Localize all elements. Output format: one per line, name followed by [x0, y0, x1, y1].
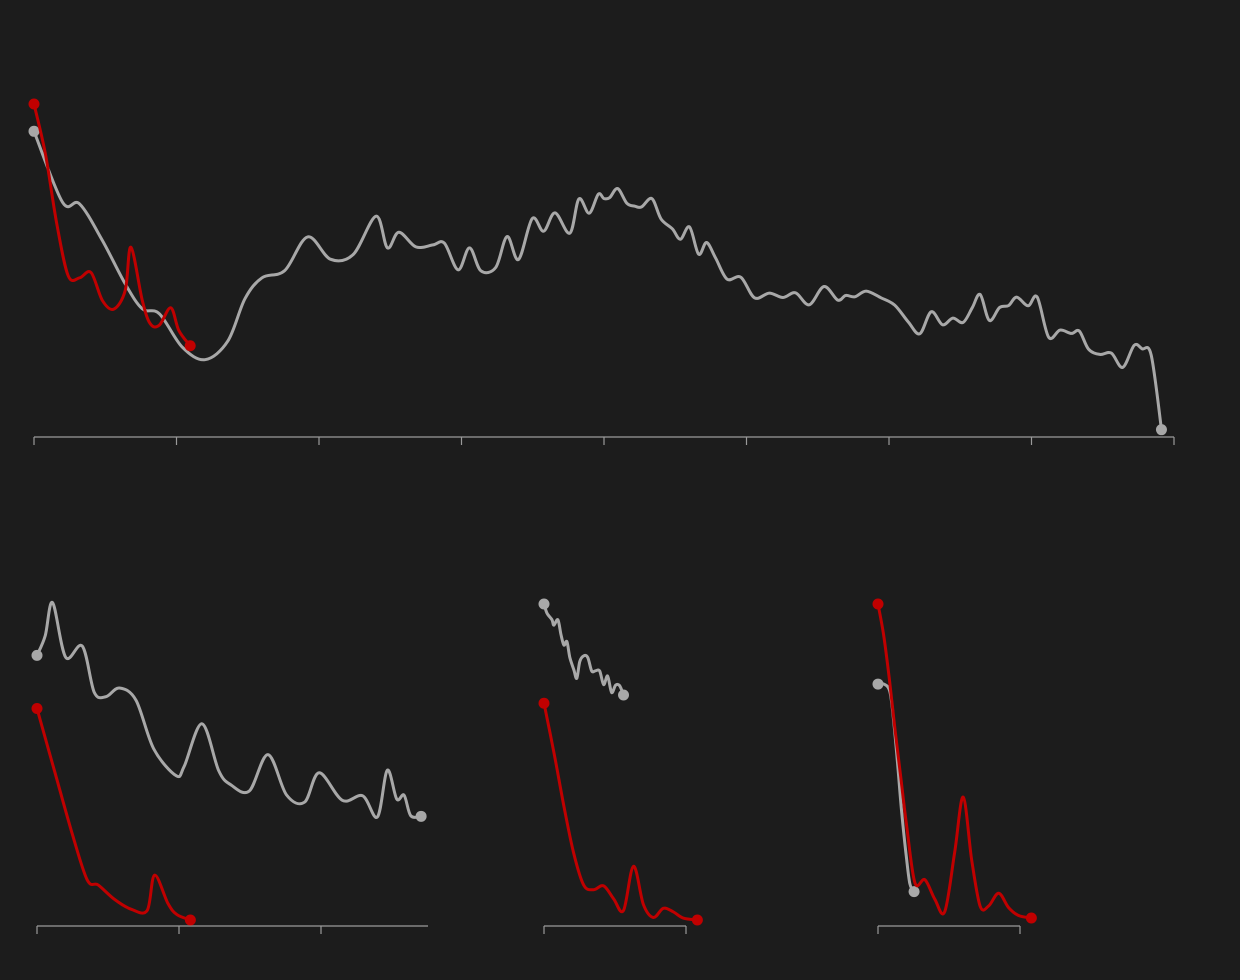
context-end-point	[415, 810, 427, 822]
context-series-line	[32, 129, 1163, 432]
context-series-line	[542, 602, 625, 697]
context-start-point	[31, 649, 43, 661]
context-end-point	[1155, 424, 1167, 436]
highlight-end-point	[1025, 912, 1037, 924]
context-end-point	[618, 689, 630, 701]
highlight-start-point	[872, 598, 884, 610]
panel-1	[28, 98, 1175, 445]
highlight-start-point	[31, 702, 43, 714]
context-end-point	[908, 886, 920, 898]
highlight-start-point	[28, 98, 40, 110]
highlight-series-line	[32, 102, 192, 348]
context-series-line	[35, 601, 423, 819]
highlight-series-line	[876, 602, 1033, 920]
panel-3	[538, 598, 703, 934]
panel-2	[31, 601, 428, 934]
highlight-start-point	[538, 697, 550, 709]
context-start-point	[28, 125, 40, 137]
context-series-line	[876, 682, 916, 894]
panel-4	[872, 598, 1037, 934]
highlight-series-line	[542, 701, 699, 922]
highlight-series-line	[35, 707, 192, 922]
context-start-point	[538, 598, 550, 610]
highlight-end-point	[691, 914, 703, 926]
highlight-end-point	[184, 914, 196, 926]
highlight-end-point	[184, 340, 196, 352]
context-start-point	[872, 678, 884, 690]
